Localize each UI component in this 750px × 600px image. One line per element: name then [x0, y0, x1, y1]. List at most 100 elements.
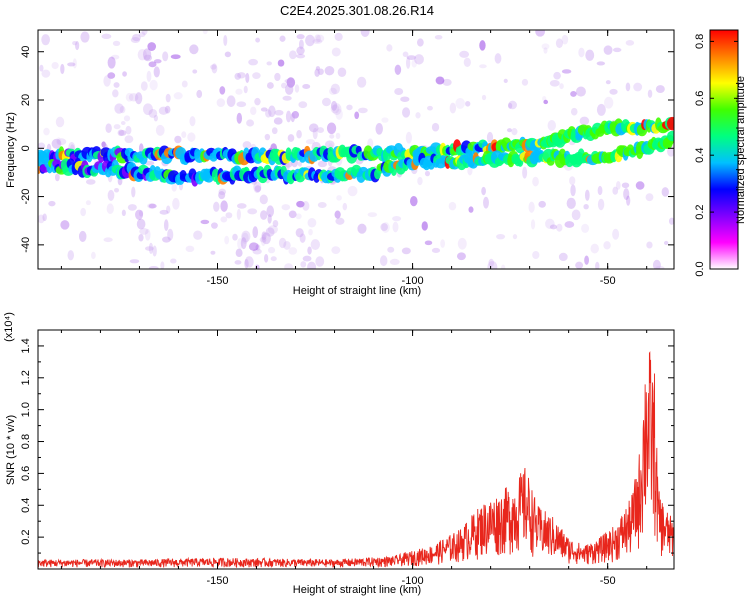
spectrogram-speckle [266, 61, 272, 66]
spectrogram-speckle [252, 226, 259, 239]
spectrogram-speckle [193, 230, 203, 240]
spectrogram-speckle [253, 181, 262, 193]
spectrogram-speckle [331, 246, 341, 255]
spectrogram-speckle [625, 40, 635, 46]
spectrogram-speckle [265, 227, 275, 237]
x-tick-label: -150 [206, 275, 228, 287]
spectrogram-speckle [264, 253, 269, 263]
y-tick-label: 0.4 [20, 498, 32, 513]
spectrogram-speckle [174, 135, 182, 144]
spectrogram-speckle [125, 92, 134, 102]
spectrogram-axes: -150 -100 -50 40 20 0 -20 -40 [20, 30, 674, 287]
spectrogram-speckle [236, 112, 243, 124]
spectrogram-speckle [113, 124, 121, 130]
spectrogram-speckle [41, 34, 50, 46]
spectrogram-frame [37, 29, 675, 270]
spectrogram-speckle [645, 193, 654, 202]
spectrogram-speckle [141, 30, 148, 36]
spectrogram-speckle [155, 124, 165, 136]
spectrogram-speckle [400, 96, 410, 102]
spectrogram-speckle [596, 103, 606, 116]
spectrogram-speckle [532, 250, 540, 260]
spectrogram-speckle [555, 38, 563, 49]
spectrogram-speckle [281, 82, 287, 89]
spectrogram-speckle [144, 160, 155, 166]
spectrogram-speckle [124, 135, 134, 144]
spectrogram-speckle [139, 227, 149, 235]
spectrogram-speckle [296, 34, 305, 40]
spectrogram-speckle [241, 230, 251, 243]
spectrogram-speckle [647, 89, 653, 98]
spectrogram-speckle [148, 265, 159, 269]
spectrogram-speckle [234, 260, 242, 265]
spectrogram-speckle [307, 261, 317, 269]
spectrogram-speckle [479, 40, 486, 51]
spectrogram-speckle [138, 31, 146, 38]
spectrogram-speckle [148, 61, 157, 68]
spectrogram-speckle [483, 196, 489, 209]
spectrogram-speckle [329, 87, 337, 95]
spectrogram-speckle [335, 108, 343, 120]
spectrogram-plot-area [38, 30, 674, 269]
spectrogram-speckle [417, 38, 424, 47]
spectrogram-speckle [159, 209, 169, 215]
spectrogram-speckle [284, 263, 293, 269]
spectrogram-speckle [411, 59, 417, 68]
spectrogram-speckle [381, 222, 390, 233]
spectrogram-speckle [162, 236, 171, 243]
spectrogram-speckle [596, 61, 606, 66]
spectrogram-speckle [144, 246, 154, 251]
spectrogram-speckle [234, 72, 242, 80]
spectrogram-speckle [463, 57, 471, 68]
spectrogram-speckle [655, 265, 665, 269]
spectrogram-speckle [542, 96, 547, 102]
spectrogram-speckle [479, 64, 487, 69]
spectrogram-speckle [42, 213, 47, 222]
spectrogram-speckle [244, 256, 254, 268]
spectrogram-speckle [162, 51, 169, 62]
spectrogram-speckle [570, 90, 577, 97]
spectrogram-speckle [142, 103, 153, 116]
spectrogram-speckle [267, 225, 278, 234]
spectrogram-speckle [185, 245, 195, 253]
spectrogram-speckle [427, 105, 433, 111]
spectrogram-speckle [187, 132, 196, 142]
spectrogram-speckle [508, 100, 517, 110]
spectrogram-speckle [164, 105, 171, 114]
spectrogram-speckle [170, 54, 181, 60]
x-tick-label: -50 [600, 575, 616, 587]
spectrogram-speckle [226, 95, 236, 108]
spectrogram-speckle [282, 95, 292, 101]
spectrogram-speckle [274, 72, 281, 82]
spectrogram-speckle [500, 264, 506, 269]
spectrogram-speckle [165, 93, 171, 103]
spectrogram-speckle [317, 202, 327, 208]
spectrogram-speckle [532, 176, 539, 187]
spectrogram-speckle [612, 228, 620, 240]
spectrogram-speckle [401, 247, 411, 255]
spectrogram-speckle [402, 51, 409, 58]
spectrogram-speckle [481, 186, 486, 196]
spectrogram-speckle [431, 122, 440, 132]
spectrogram-speckle [117, 177, 123, 186]
spectrogram-speckle [236, 203, 247, 209]
spectrogram-speckle [330, 100, 338, 111]
spectrogram-speckle [547, 119, 556, 131]
spectrogram-speckle [621, 182, 630, 189]
spectrogram-speckle [305, 34, 315, 47]
spectrogram-speckle [457, 237, 467, 250]
spectrogram-speckle [449, 102, 457, 114]
snr-y-label: SNR (10 * v/v) [5, 415, 17, 485]
x-tick-label: -100 [402, 275, 424, 287]
spectrogram-speckle [166, 205, 171, 214]
spectrogram-speckle [147, 203, 155, 209]
spectrogram-speckle [273, 117, 283, 125]
spectrogram-speckle [237, 72, 246, 79]
spectrogram-speckle [360, 30, 370, 37]
spectrogram-speckle [216, 98, 226, 108]
spectrogram-speckle [558, 252, 568, 262]
snr-x-label: Height of straight line (km) [293, 584, 421, 596]
spectrogram-speckle [415, 112, 421, 119]
spectrogram-speckle [312, 127, 318, 140]
